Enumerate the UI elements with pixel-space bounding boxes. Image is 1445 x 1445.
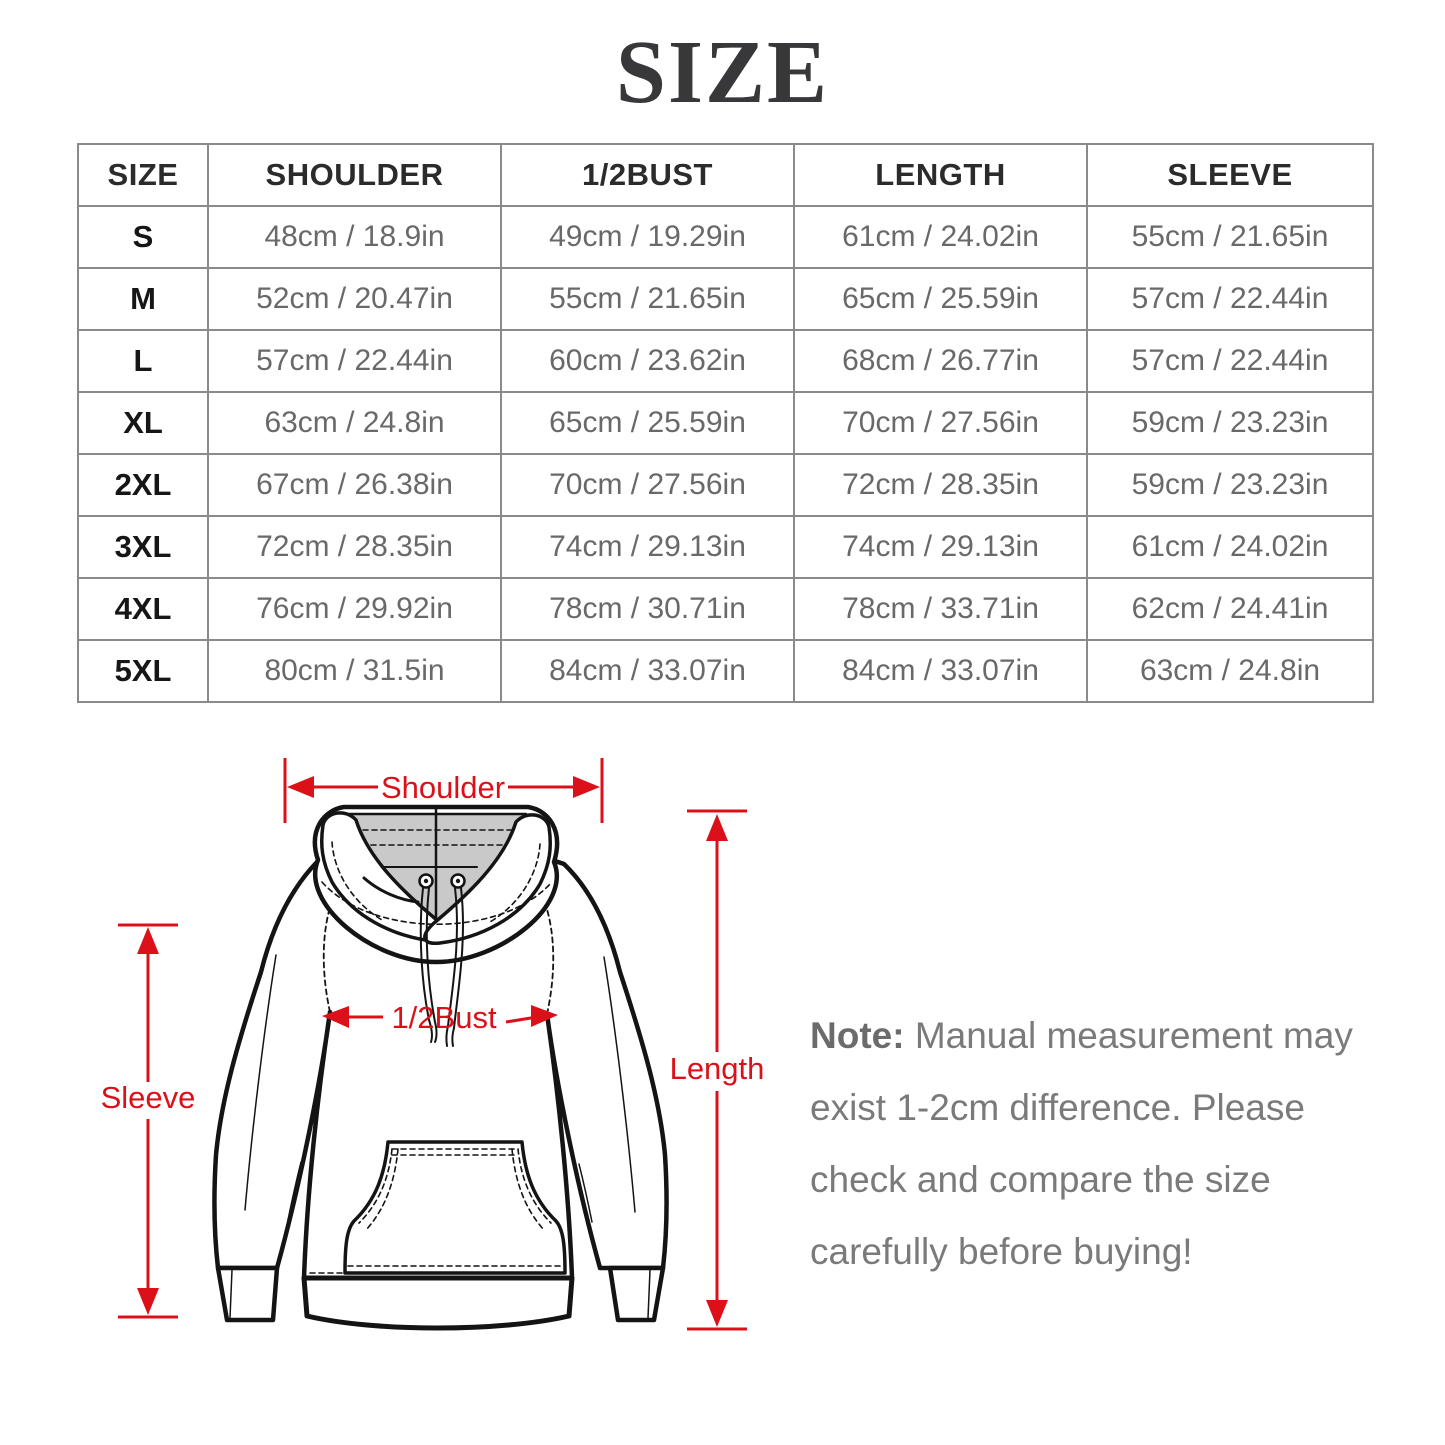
shoulder-cell: 48cm / 18.9in <box>207 205 502 269</box>
sleeve-fold-right-2 <box>578 1163 593 1223</box>
dimension-annotations <box>118 758 747 1331</box>
size-table: SIZE SHOULDER 1/2BUST LENGTH SLEEVE S 48… <box>77 143 1374 703</box>
table-row-5xl: 5XL 80cm / 31.5in 84cm / 33.07in 84cm / … <box>77 639 1374 703</box>
shoulder-cell: 63cm / 24.8in <box>207 391 502 455</box>
table-row-3xl: 3XL 72cm / 28.35in 74cm / 29.13in 74cm /… <box>77 515 1374 579</box>
column-header-shoulder: SHOULDER <box>207 143 502 207</box>
note-line-3: check and compare the size <box>810 1159 1271 1200</box>
cuff-left <box>215 1265 280 1323</box>
sleeve-cell: 57cm / 22.44in <box>1086 267 1374 331</box>
table-row-2xl: 2XL 67cm / 26.38in 70cm / 27.56in 72cm /… <box>77 453 1374 517</box>
pocket-stitching <box>309 1148 564 1274</box>
bust-cell: 55cm / 21.65in <box>500 267 795 331</box>
bust-dimension-arrow <box>322 1005 558 1028</box>
table-row-m: M 52cm / 20.47in 55cm / 21.65in 65cm / 2… <box>77 267 1374 331</box>
shoulder-cell: 80cm / 31.5in <box>207 639 502 703</box>
bust-cell: 49cm / 19.29in <box>500 205 795 269</box>
size-table-header: SIZE SHOULDER 1/2BUST LENGTH SLEEVE <box>77 143 1374 207</box>
size-cell: XL <box>77 391 209 455</box>
table-row-s: S 48cm / 18.9in 49cm / 19.29in 61cm / 24… <box>77 205 1374 269</box>
bust-cell: 60cm / 23.62in <box>500 329 795 393</box>
bust-cell: 74cm / 29.13in <box>500 515 795 579</box>
bust-cell: 78cm / 30.71in <box>500 577 795 641</box>
note-line-2: exist 1-2cm difference. Please <box>810 1087 1305 1128</box>
column-header-sleeve: SLEEVE <box>1086 143 1374 207</box>
shoulder-cell: 76cm / 29.92in <box>207 577 502 641</box>
shoulder-label: Shoulder <box>381 770 505 805</box>
size-cell: L <box>77 329 209 393</box>
sleeve-label: Sleeve <box>101 1080 196 1115</box>
length-cell: 65cm / 25.59in <box>793 267 1088 331</box>
cuff-right-rib <box>647 1269 651 1319</box>
size-cell: 3XL <box>77 515 209 579</box>
cuff-left-rib <box>229 1269 233 1319</box>
size-cell: 4XL <box>77 577 209 641</box>
column-header-size: SIZE <box>77 143 209 207</box>
length-label: Length <box>670 1051 765 1086</box>
table-row-4xl: 4XL 76cm / 29.92in 78cm / 30.71in 78cm /… <box>77 577 1374 641</box>
sleeve-dimension-arrow <box>118 923 178 1319</box>
size-table-body: S 48cm / 18.9in 49cm / 19.29in 61cm / 24… <box>77 205 1374 703</box>
sleeve-cell: 55cm / 21.65in <box>1086 205 1374 269</box>
drawstring-right <box>445 887 464 1047</box>
length-cell: 68cm / 26.77in <box>793 329 1088 393</box>
armhole-seam-left <box>322 903 332 1013</box>
shoulder-cell: 57cm / 22.44in <box>207 329 502 393</box>
sleeve-fold-right <box>603 956 636 1213</box>
hoodie-drawing <box>212 804 669 1331</box>
shoulder-dimension-arrow <box>283 758 604 823</box>
length-cell: 70cm / 27.56in <box>793 391 1088 455</box>
bust-cell: 70cm / 27.56in <box>500 453 795 517</box>
sleeve-cell: 59cm / 23.23in <box>1086 391 1374 455</box>
eyelet-right-hole <box>455 878 461 884</box>
length-cell: 84cm / 33.07in <box>793 639 1088 703</box>
column-header-length: LENGTH <box>793 143 1088 207</box>
note-prefix: Note: <box>810 1015 905 1056</box>
drawstring-left <box>419 887 438 1043</box>
shoulder-cell: 72cm / 28.35in <box>207 515 502 579</box>
length-cell: 78cm / 33.71in <box>793 577 1088 641</box>
armhole-seam-right <box>545 905 555 1015</box>
cuff-right <box>607 1265 666 1323</box>
note-line-4: carefully before buying! <box>810 1231 1193 1272</box>
length-dimension-arrow <box>687 809 747 1331</box>
sleeve-cell: 63cm / 24.8in <box>1086 639 1374 703</box>
kangaroo-pocket <box>343 1140 567 1275</box>
hoodie-measurement-diagram: Shoulder 1/2Bust Sleeve Length <box>101 758 765 1331</box>
page-title: SIZE <box>615 23 830 122</box>
note-line-1: Manual measurement may <box>904 1015 1353 1056</box>
collar-bottom-stitch <box>321 881 551 925</box>
size-cell: 2XL <box>77 453 209 517</box>
collar-stitch-right <box>489 843 541 923</box>
sleeve-cell: 62cm / 24.41in <box>1086 577 1374 641</box>
length-cell: 74cm / 29.13in <box>793 515 1088 579</box>
length-cell: 61cm / 24.02in <box>793 205 1088 269</box>
shoulder-cell: 67cm / 26.38in <box>207 453 502 517</box>
bust-cell: 84cm / 33.07in <box>500 639 795 703</box>
sleeve-fold-left <box>244 954 277 1211</box>
column-header-bust: 1/2BUST <box>500 143 795 207</box>
sleeve-cell: 59cm / 23.23in <box>1086 453 1374 517</box>
hem-band <box>301 1275 575 1331</box>
measurement-note: Note: Manual measurement may exist 1-2cm … <box>810 1000 1370 1288</box>
sleeve-cell: 61cm / 24.02in <box>1086 515 1374 579</box>
collar-stitch-left <box>331 841 383 921</box>
sleeve-cell: 57cm / 22.44in <box>1086 329 1374 393</box>
length-cell: 72cm / 28.35in <box>793 453 1088 517</box>
eyelet-left-hole <box>423 878 429 884</box>
size-cell: 5XL <box>77 639 209 703</box>
collar-fold-accent <box>362 876 420 904</box>
bust-cell: 65cm / 25.59in <box>500 391 795 455</box>
table-row-l: L 57cm / 22.44in 60cm / 23.62in 68cm / 2… <box>77 329 1374 393</box>
table-row-xl: XL 63cm / 24.8in 65cm / 25.59in 70cm / 2… <box>77 391 1374 455</box>
size-cell: S <box>77 205 209 269</box>
size-cell: M <box>77 267 209 331</box>
sleeve-fold-left-2 <box>287 1161 302 1221</box>
header-row: SIZE SHOULDER 1/2BUST LENGTH SLEEVE <box>77 143 1374 207</box>
half-bust-label: 1/2Bust <box>391 1000 497 1035</box>
shoulder-cell: 52cm / 20.47in <box>207 267 502 331</box>
